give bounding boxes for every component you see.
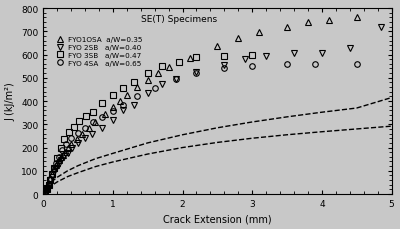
Y-axis label: J (kJ/m²): J (kJ/m²) bbox=[6, 82, 16, 121]
Text: SE(T) Specimens: SE(T) Specimens bbox=[141, 15, 217, 24]
X-axis label: Crack Extension (mm): Crack Extension (mm) bbox=[163, 213, 272, 224]
Legend: FYO1OSA  a/W=0.35, FYO 2SB   a/W=0.40, FYO 3SB   a/W=0.47, FYO 4SA   a/W=0.65: FYO1OSA a/W=0.35, FYO 2SB a/W=0.40, FYO … bbox=[50, 35, 145, 69]
